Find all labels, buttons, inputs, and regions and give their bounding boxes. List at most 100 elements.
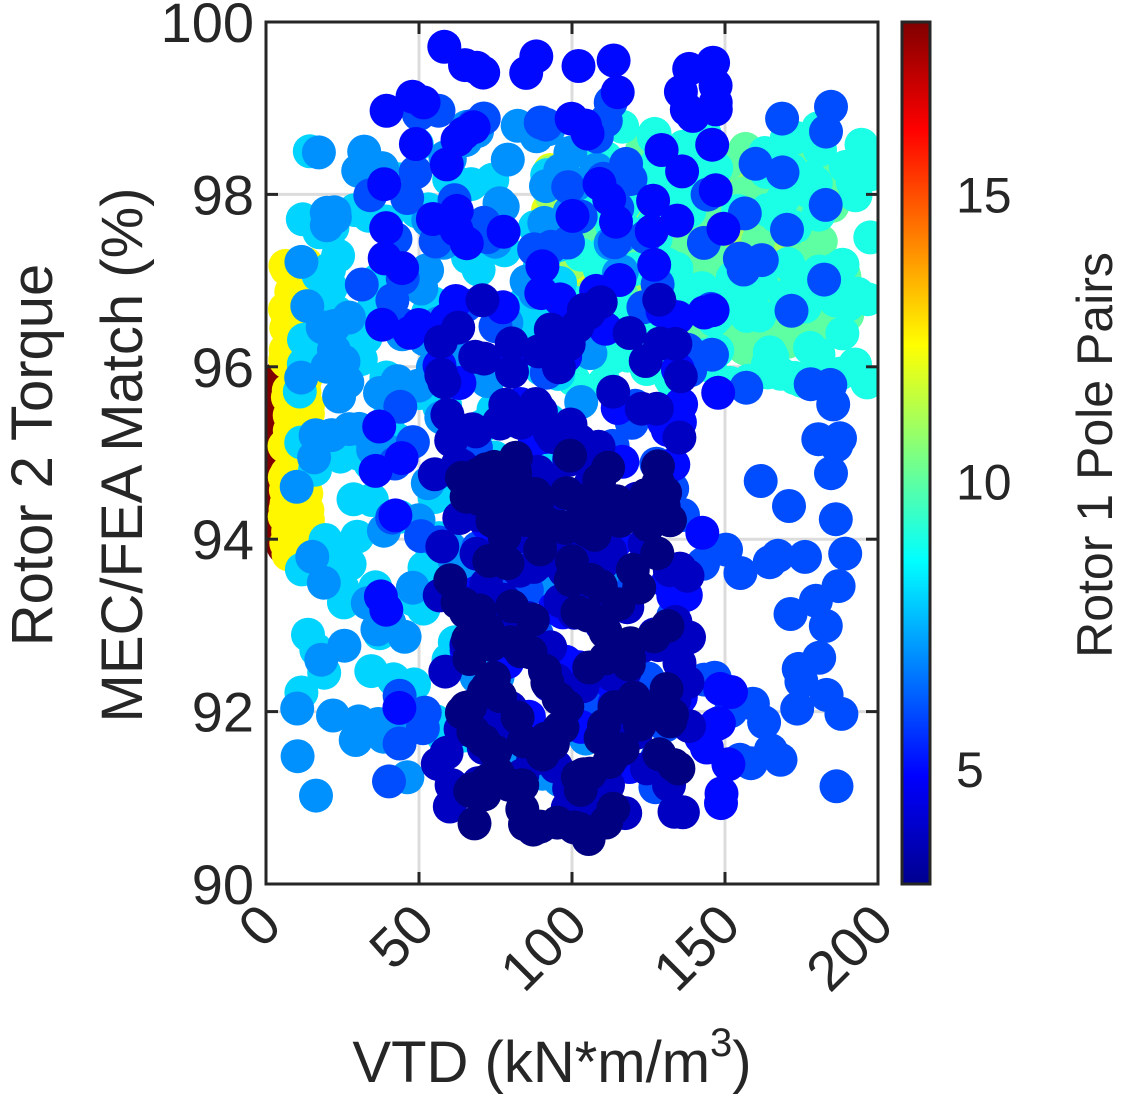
scatter-point (365, 307, 400, 342)
scatter-point (723, 556, 758, 590)
scatter-point (298, 418, 333, 453)
scatter-point (665, 154, 700, 189)
scatter-point (478, 734, 513, 769)
scatter-point (279, 469, 314, 504)
scatter-point (698, 68, 733, 103)
scatter-point (417, 457, 452, 492)
scatter-point (369, 211, 404, 246)
x-tick-label: 200 (794, 892, 905, 1003)
x-tick-label: 100 (488, 892, 599, 1003)
x-tick-label: 50 (357, 892, 446, 981)
colorbar-label: Rotor 1 Pole Pairs (1067, 252, 1122, 658)
scatter-point (706, 211, 741, 246)
scatter-point (344, 267, 379, 302)
y-tick-label: 100 (161, 0, 254, 54)
scatter-point (649, 672, 684, 706)
scatter-point (589, 805, 624, 840)
scatter-point (495, 354, 529, 389)
scatter-point (304, 642, 339, 677)
scatter-point (490, 142, 525, 177)
y-tick-label: 92 (192, 681, 254, 744)
scatter-point (714, 675, 748, 709)
scatter-point (444, 695, 479, 730)
colorbar (900, 20, 932, 886)
scatter-point (772, 489, 806, 523)
scatter-point (770, 212, 804, 247)
scatter-point (457, 806, 492, 841)
scatter-point (644, 133, 679, 167)
scatter-point (587, 708, 621, 743)
scatter-point (530, 665, 565, 700)
scatter-point (358, 453, 393, 488)
scatter-point (685, 515, 720, 550)
scatter-point (425, 529, 460, 564)
scatter-point (398, 155, 433, 190)
scatter-point (596, 43, 631, 78)
scatter-point (452, 642, 487, 676)
scatter-point (636, 183, 671, 218)
scatter-point (641, 449, 675, 484)
scatter-point (596, 374, 631, 409)
scatter-point (774, 293, 809, 328)
scatter-point (818, 502, 853, 537)
scatter-point (439, 212, 474, 247)
scatter-point (698, 173, 733, 208)
scatter-point (369, 93, 404, 128)
scatter-point (306, 565, 341, 600)
scatter-point (494, 326, 529, 361)
scatter-point (695, 337, 729, 372)
scatter-point (838, 347, 873, 382)
scatter-point (743, 464, 778, 498)
x-tick-label: 150 (641, 892, 752, 1003)
scatter-point (369, 592, 404, 627)
scatter-point (554, 101, 589, 136)
scatter-point (814, 456, 848, 491)
scatter-point (476, 660, 511, 695)
scatter-point (711, 747, 746, 782)
scatter-point (765, 101, 800, 136)
colorbar-tick-label: 10 (956, 455, 1012, 511)
y-tick-label: 96 (192, 336, 254, 399)
scatter-point (669, 92, 704, 127)
scatter-point (788, 539, 822, 574)
scatter-point (395, 79, 430, 114)
scatter-point (405, 711, 440, 746)
scatter-point (729, 370, 764, 405)
scatter-point (533, 312, 568, 347)
scatter-point (495, 467, 530, 502)
scatter-point (529, 107, 563, 142)
scatter-point (569, 513, 604, 548)
scatter-point (309, 195, 344, 230)
scatter-point (809, 677, 844, 712)
colorbar-tick-label: 15 (956, 167, 1012, 223)
scatter-point (551, 170, 586, 205)
scatter-point (295, 539, 330, 574)
scatter-point (284, 244, 319, 279)
scatter-point (650, 609, 685, 643)
scatter-point (291, 617, 325, 652)
scatter-point (515, 602, 550, 637)
scatter-point (280, 691, 315, 726)
scatter-point (798, 583, 833, 618)
scatter-point (601, 587, 636, 622)
scatter-point (433, 563, 468, 598)
scatter-point (481, 405, 516, 440)
scatter-point (825, 316, 860, 351)
scatter-point (612, 640, 646, 675)
scatter-point (695, 293, 730, 328)
scatter-point (704, 776, 739, 811)
scatter-point (587, 488, 622, 523)
scatter-point (612, 316, 647, 350)
scatter-point (657, 794, 692, 829)
scatter-point (367, 167, 402, 202)
scatter-point (660, 203, 695, 238)
scatter-point (773, 597, 808, 631)
scatter-point (571, 296, 606, 330)
scatter-point (771, 246, 806, 281)
scatter-point (561, 49, 596, 83)
scatter-point (574, 562, 608, 597)
scatter-point (744, 243, 779, 278)
scatter-point (738, 146, 773, 181)
scatter-point (605, 732, 640, 767)
